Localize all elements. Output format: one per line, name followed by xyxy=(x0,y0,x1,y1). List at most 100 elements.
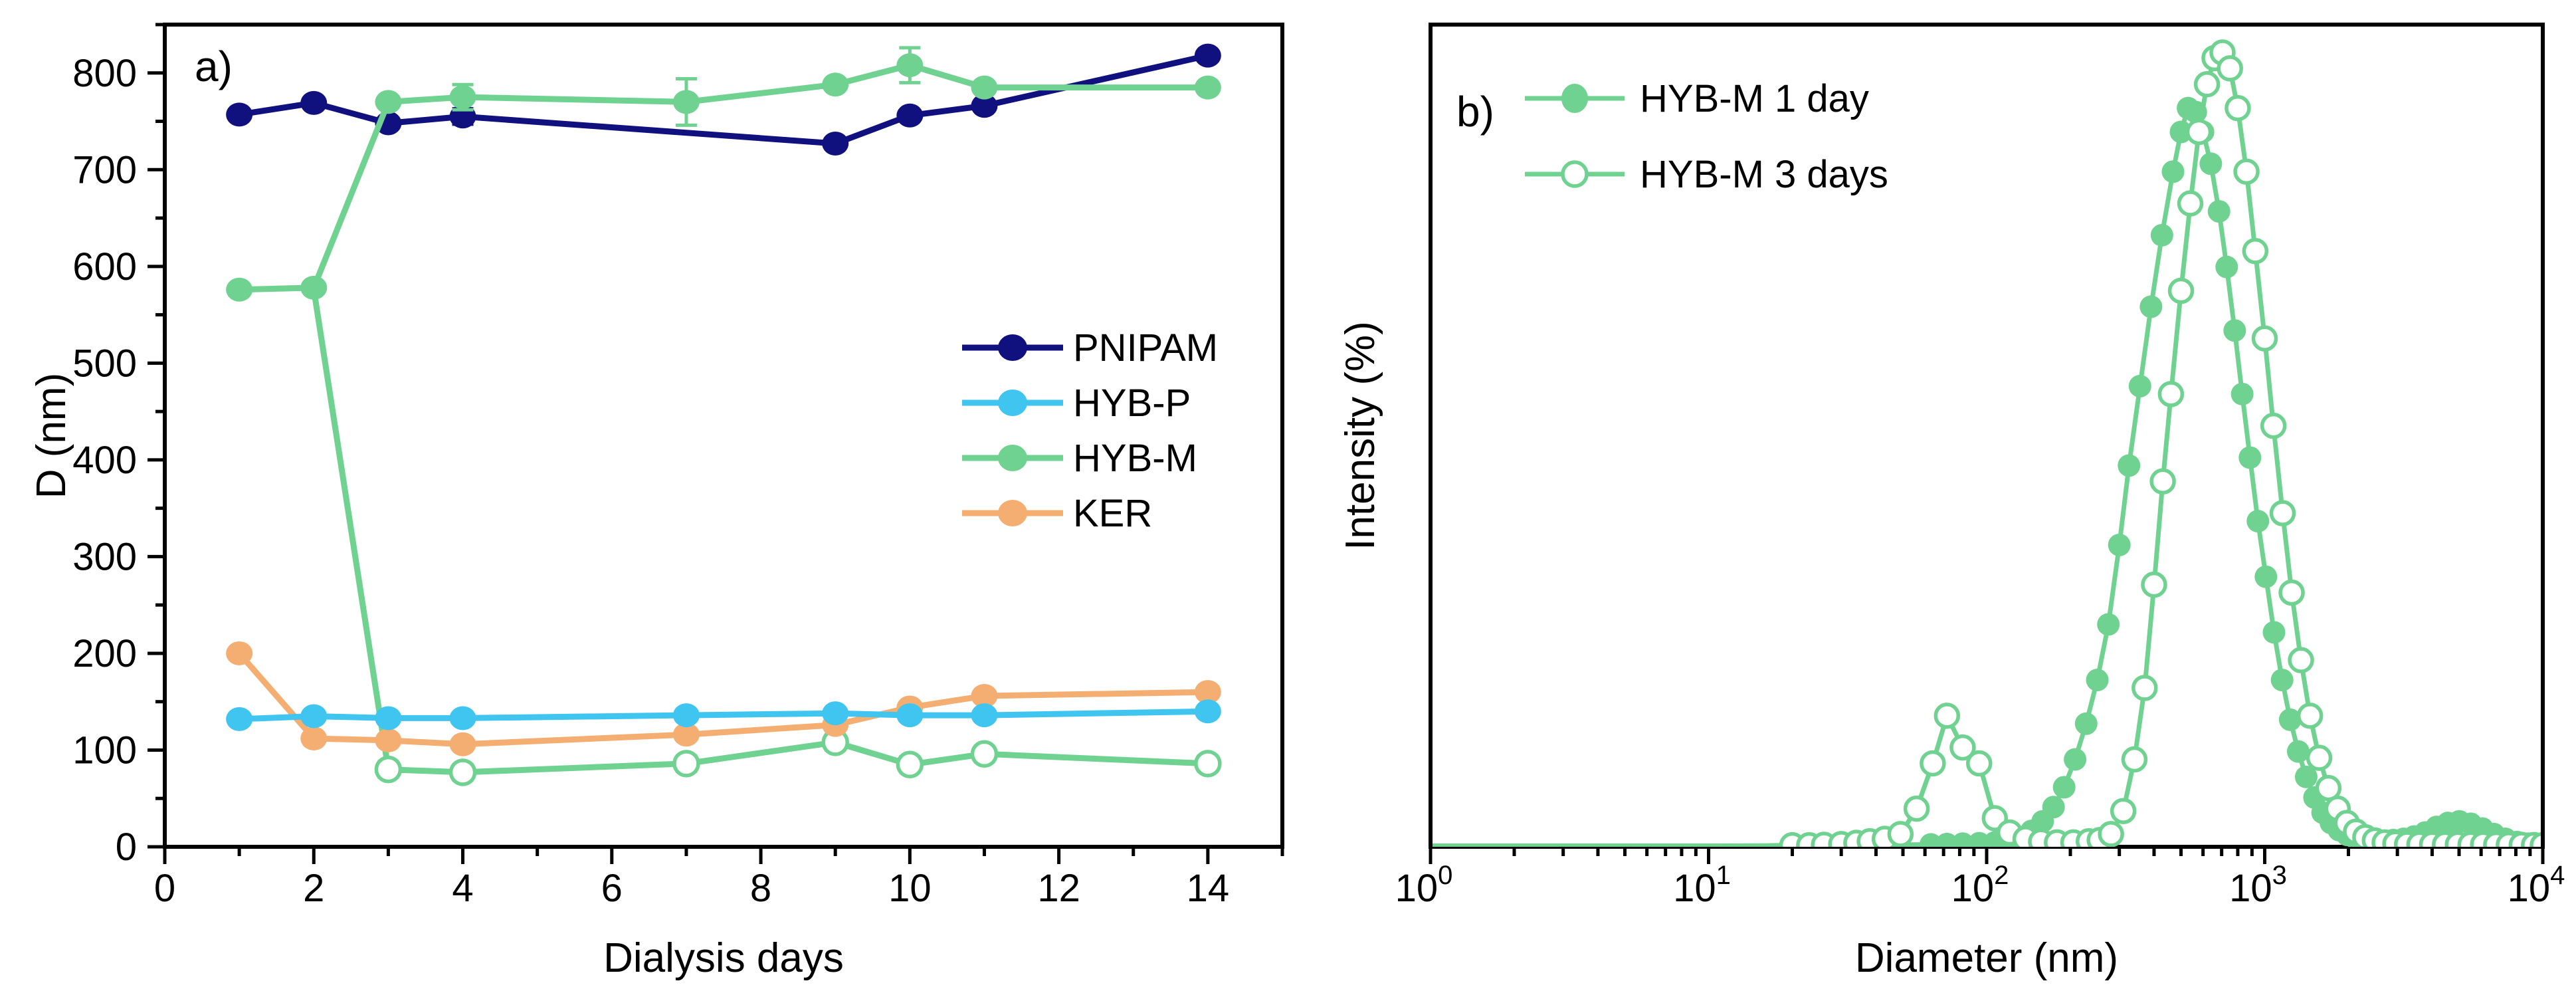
data-marker xyxy=(822,72,849,97)
data-marker-open xyxy=(2149,468,2176,495)
y-tick-label: 0 xyxy=(116,826,137,869)
legend-marker xyxy=(1561,84,1588,113)
data-marker-open xyxy=(2167,277,2195,304)
y-tick-label: 200 xyxy=(72,632,137,675)
data-marker xyxy=(300,704,328,728)
data-marker xyxy=(2150,223,2173,247)
data-marker xyxy=(2118,454,2141,477)
data-marker-open xyxy=(448,758,477,786)
legend-b: HYB-M 1 day HYB-M 3 days xyxy=(1525,77,1888,196)
y-axis-title: D (nm) xyxy=(29,373,74,499)
data-marker xyxy=(2108,533,2131,556)
legend-marker xyxy=(998,389,1027,416)
series-hyb-m-small-population xyxy=(310,289,1222,786)
x-tick-label: 4 xyxy=(452,867,473,910)
data-marker xyxy=(226,102,253,127)
data-marker-open xyxy=(2193,71,2221,98)
legend-item-hyb-m-1-day: HYB-M 1 day xyxy=(1525,77,1869,120)
data-marker xyxy=(449,732,476,756)
data-marker xyxy=(300,90,328,115)
legend-label: HYB-P xyxy=(1073,382,1191,425)
data-marker xyxy=(2042,796,2065,819)
data-marker xyxy=(2223,319,2246,342)
data-marker-open xyxy=(1949,734,1976,761)
panel-b: 100 101 102 103 104 Diameter (nm) Intensity (%… xyxy=(1338,23,2565,981)
y-tick-label: 700 xyxy=(72,148,137,191)
data-marker xyxy=(226,707,253,731)
data-marker-open xyxy=(672,750,700,778)
series-line xyxy=(1433,104,2541,847)
data-marker-open xyxy=(2251,325,2278,352)
y-tick-label: 400 xyxy=(72,439,137,482)
data-marker xyxy=(2169,120,2193,144)
data-marker xyxy=(2064,748,2087,771)
data-marker-open xyxy=(970,740,999,768)
x-tick-label: 101 xyxy=(1673,861,1731,910)
data-marker xyxy=(300,275,328,300)
data-marker-open xyxy=(1903,795,1930,822)
legend-label: HYB-M xyxy=(1073,437,1197,480)
data-marker xyxy=(226,277,253,302)
data-marker-open xyxy=(2141,571,2167,598)
data-marker-open xyxy=(2296,703,2324,729)
legend-marker-open xyxy=(1561,160,1589,188)
data-marker xyxy=(2097,613,2120,636)
data-marker-open xyxy=(2306,744,2333,771)
x-tick-label: 10 xyxy=(888,867,932,910)
data-marker xyxy=(896,53,924,78)
plot-frame xyxy=(163,23,1284,849)
data-marker xyxy=(896,103,924,128)
series-hyb-m-3-days xyxy=(1433,39,2541,847)
data-marker-open xyxy=(2278,579,2305,606)
data-marker-open xyxy=(1933,703,1961,729)
legend-item-ker: KER xyxy=(962,492,1152,535)
data-marker xyxy=(822,701,849,726)
data-marker xyxy=(1194,699,1221,724)
panel-a: 0 100 200 300 400 500 600 700 800 0 2 4 6 8 10 12 14 Dial… xyxy=(29,23,1284,981)
data-marker-open xyxy=(896,750,924,779)
legend-a: PNIPAM HYB-P HYB-M KER xyxy=(962,326,1218,535)
data-marker xyxy=(2262,621,2286,644)
data-marker xyxy=(449,706,476,730)
legend-marker xyxy=(998,334,1027,361)
y-tick-label: 800 xyxy=(72,52,137,95)
data-marker-open xyxy=(2242,238,2269,265)
data-marker-open xyxy=(2121,746,2148,773)
data-marker xyxy=(1194,75,1221,100)
x-tick-label: 2 xyxy=(303,867,324,910)
x-tick-label: 14 xyxy=(1187,867,1230,910)
y-tick-label: 300 xyxy=(72,535,137,578)
data-marker xyxy=(2074,712,2098,735)
legend-item-hyb-m: HYB-M xyxy=(962,437,1197,480)
data-marker-open xyxy=(2185,118,2213,146)
x-tick-label: 8 xyxy=(750,867,771,910)
plot-frame xyxy=(1429,23,2545,849)
x-tick-label: 12 xyxy=(1037,867,1080,910)
data-marker xyxy=(971,75,998,100)
data-marker xyxy=(896,703,924,728)
data-marker xyxy=(2246,510,2270,533)
x-tick-label: 103 xyxy=(2229,861,2287,910)
data-marker xyxy=(449,85,476,110)
data-marker xyxy=(2286,740,2310,763)
y-axis-title: Intensity (%) xyxy=(1338,321,1383,550)
data-marker xyxy=(2238,446,2262,469)
data-marker xyxy=(2215,255,2238,278)
x-tick-label: 104 xyxy=(2508,861,2565,910)
series-line xyxy=(1433,49,2541,847)
legend-marker xyxy=(998,500,1027,526)
data-marker xyxy=(226,641,253,665)
x-tick-label: 6 xyxy=(601,867,623,910)
data-marker xyxy=(2230,382,2254,405)
data-marker xyxy=(300,726,328,751)
x-tick-label: 102 xyxy=(1951,861,2009,910)
x-axis-title: Diameter (nm) xyxy=(1855,935,2118,981)
data-marker-open xyxy=(2269,500,2296,526)
data-marker-open xyxy=(1966,750,1993,777)
legend-label: HYB-M 3 days xyxy=(1640,153,1888,196)
x-axis-title: Dialysis days xyxy=(603,935,844,981)
data-marker xyxy=(2139,295,2163,318)
data-marker xyxy=(822,132,849,156)
data-marker xyxy=(2278,708,2302,731)
